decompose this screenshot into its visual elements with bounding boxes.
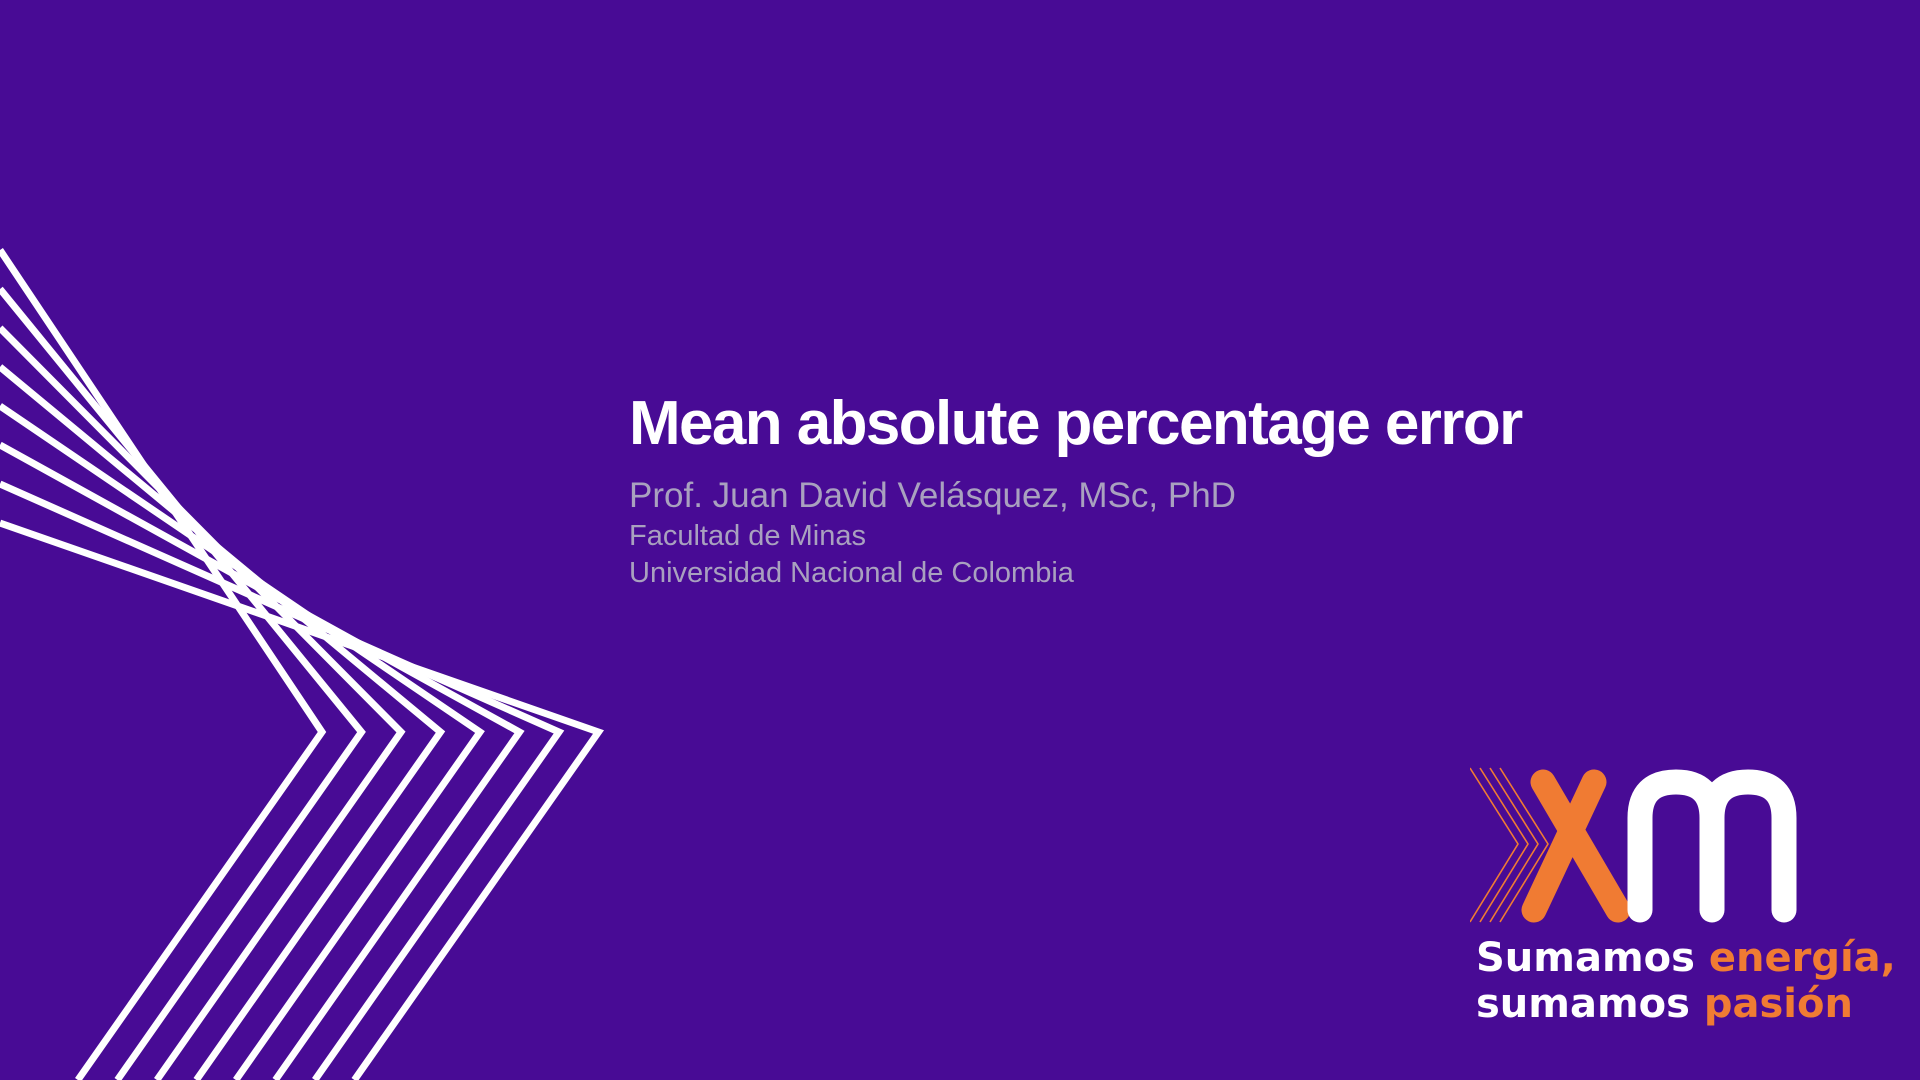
chevron-line (0, 441, 525, 1080)
university-name: Universidad Nacional de Colombia (629, 557, 1074, 589)
tagline-sumamos-1: Sumamos (1476, 935, 1709, 981)
slide-title: Mean absolute percentage error (629, 389, 1523, 458)
chevron-line (0, 403, 485, 1080)
xm-logo (1470, 767, 1797, 923)
tagline-sumamos-2: sumamos (1476, 981, 1704, 1027)
tagline-line-2: sumamos pasión (1476, 981, 1896, 1027)
title-block: Mean absolute percentage error Prof. Jua… (629, 386, 1729, 592)
logo-tagline: Sumamos energía, sumamos pasión (1476, 935, 1896, 1027)
tagline-line-1: Sumamos energía, (1476, 935, 1896, 981)
chevron-line (0, 364, 446, 1080)
tagline-pasion: pasión (1703, 981, 1853, 1027)
chevron-line (0, 519, 605, 1080)
chevron-line (0, 248, 327, 1080)
tagline-energia: energía, (1708, 935, 1896, 981)
chevron-line (0, 480, 565, 1080)
chevron-line (0, 325, 406, 1080)
faculty-name: Facultad de Minas (629, 520, 866, 552)
author-name: Prof. Juan David Velásquez, MSc, PhD (629, 476, 1236, 515)
chevron-line (0, 286, 366, 1080)
